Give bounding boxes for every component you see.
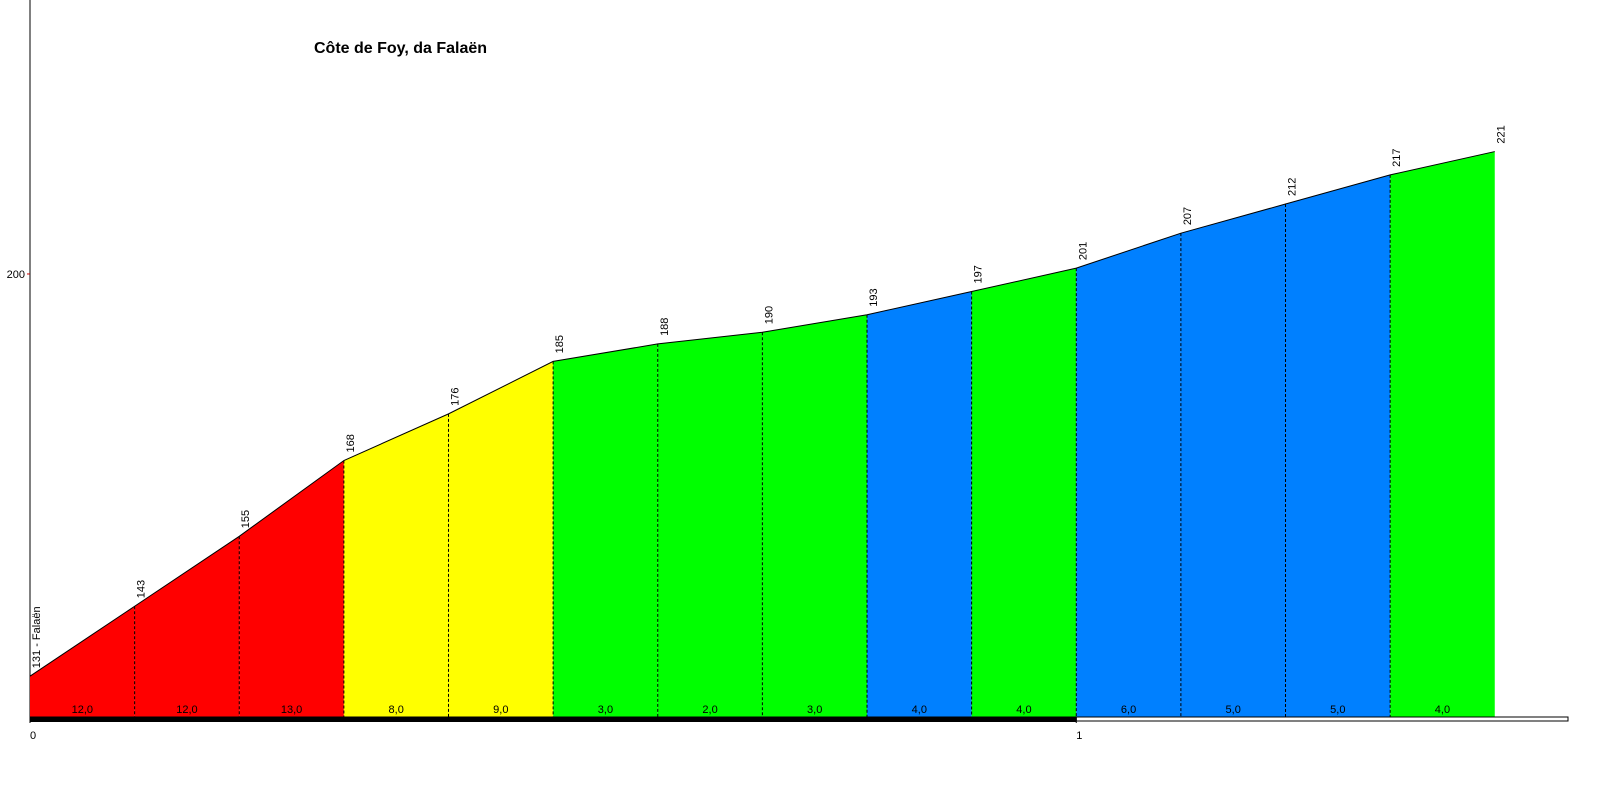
- elevation-label: 221: [1496, 125, 1508, 143]
- y-tick-label: 200: [7, 269, 25, 281]
- elevation-label: 143: [136, 580, 148, 598]
- profile-segment: [30, 606, 135, 717]
- elevation-label: 185: [554, 335, 566, 353]
- elevation-label: 197: [973, 265, 985, 283]
- elevation-label: 155: [240, 510, 252, 528]
- elevation-label: 188: [659, 318, 671, 336]
- gradient-label: 13,0: [281, 704, 302, 716]
- profile-segment: [1285, 174, 1391, 717]
- profile-segment: [657, 332, 763, 717]
- km-bar: [1075, 716, 1569, 722]
- profile-segment: [448, 361, 554, 717]
- profile-segment: [971, 268, 1077, 717]
- profile-segment: [553, 343, 658, 717]
- elevation-label: 176: [450, 388, 462, 406]
- gradient-label: 5,0: [1330, 704, 1345, 716]
- gradient-label: 4,0: [912, 704, 927, 716]
- x-tick-label: 1: [1076, 730, 1082, 742]
- elevation-label: 131 - Falaën: [31, 606, 43, 668]
- gradient-label: 3,0: [598, 704, 613, 716]
- gradient-label: 8,0: [389, 704, 404, 716]
- elevation-label: 212: [1287, 178, 1299, 196]
- profile-line: [29, 151, 1495, 677]
- elevation-label: 217: [1391, 149, 1403, 167]
- elevation-label: 193: [868, 288, 880, 306]
- gradient-label: 3,0: [807, 704, 822, 716]
- gradient-label: 2,0: [702, 704, 717, 716]
- km-bar: [30, 717, 1077, 722]
- elevation-label: 207: [1182, 207, 1194, 225]
- gradient-label: 6,0: [1121, 704, 1136, 716]
- elevation-label: 201: [1077, 242, 1089, 260]
- gradient-label: 4,0: [1016, 704, 1031, 716]
- elevation-label: 190: [763, 306, 775, 324]
- profile-segment: [867, 291, 972, 717]
- elevation-label: 168: [345, 434, 357, 452]
- profile-segment: [343, 413, 449, 717]
- gradient-label: 12,0: [72, 704, 93, 716]
- profile-segment: [239, 460, 344, 717]
- profile-segment: [1390, 151, 1495, 717]
- gradient-label: 5,0: [1226, 704, 1241, 716]
- gradient-label: 4,0: [1435, 704, 1450, 716]
- profile-segment: [1180, 204, 1286, 717]
- profile-segment: [1076, 233, 1181, 718]
- chart-title: Côte de Foy, da Falaën: [314, 40, 487, 57]
- x-tick-label: 0: [30, 730, 36, 742]
- gradient-label: 9,0: [493, 704, 508, 716]
- gradient-label: 12,0: [176, 704, 197, 716]
- profile-segment: [762, 314, 868, 717]
- profile-segment: [134, 536, 240, 717]
